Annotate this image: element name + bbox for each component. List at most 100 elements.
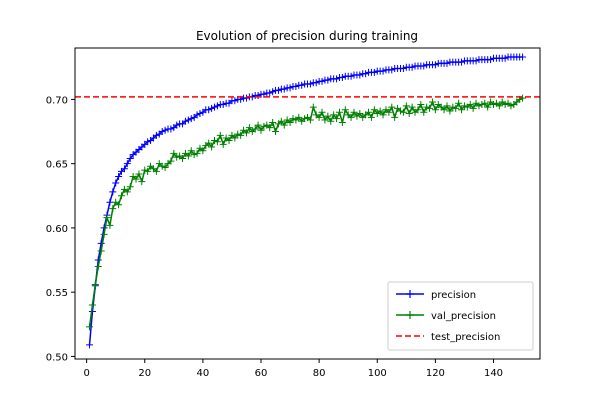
- data-point-precision: [161, 126, 169, 134]
- data-point-val-precision: [449, 103, 457, 111]
- data-point-val-precision: [251, 125, 259, 133]
- data-point-val-precision: [446, 107, 454, 115]
- data-point-precision: [205, 106, 213, 114]
- data-point-val-precision: [97, 247, 105, 255]
- data-point-val-precision: [495, 102, 503, 110]
- data-point-val-precision: [490, 101, 497, 109]
- data-point-val-precision: [367, 113, 375, 121]
- data-point-precision: [242, 94, 250, 102]
- data-point-precision: [472, 57, 480, 65]
- data-point-val-precision: [426, 104, 434, 112]
- data-point-precision: [173, 121, 181, 129]
- data-point-val-precision: [327, 117, 335, 125]
- data-point-val-precision: [184, 152, 192, 160]
- data-point-val-precision: [414, 106, 422, 114]
- data-point-val-precision: [94, 262, 102, 270]
- data-point-precision: [399, 65, 407, 73]
- y-tick-label: 0.50: [46, 352, 68, 363]
- data-point-precision: [501, 54, 509, 62]
- legend-box: [387, 281, 534, 351]
- data-point-precision: [126, 155, 134, 163]
- x-tick-label: 80: [313, 368, 326, 379]
- data-point-precision: [109, 188, 117, 196]
- data-point-precision: [324, 76, 332, 84]
- data-point-precision: [519, 53, 527, 61]
- data-point-val-precision: [242, 129, 250, 137]
- series-markers-precision: [86, 53, 527, 349]
- data-point-precision: [144, 138, 152, 146]
- data-point-precision: [269, 88, 277, 96]
- legend-item-test-precision: test_precision: [396, 332, 500, 343]
- x-tick-label: 120: [426, 368, 445, 379]
- data-point-val-precision: [458, 106, 466, 114]
- data-point-val-precision: [376, 107, 384, 115]
- data-point-val-precision: [141, 166, 149, 174]
- data-point-val-precision: [167, 157, 175, 165]
- data-point-precision: [280, 85, 288, 93]
- data-point-val-precision: [478, 101, 486, 109]
- data-point-val-precision: [347, 113, 355, 121]
- data-point-val-precision: [475, 102, 483, 110]
- data-point-val-precision: [257, 126, 265, 134]
- data-point-precision: [312, 79, 320, 87]
- data-point-precision: [211, 103, 218, 111]
- data-point-val-precision: [260, 122, 268, 130]
- data-point-precision: [292, 83, 300, 91]
- data-point-val-precision: [109, 205, 117, 213]
- data-point-precision: [120, 165, 128, 173]
- x-axis: 0 20 40 60 80 100 120 140: [83, 359, 503, 379]
- data-point-val-precision: [135, 170, 143, 178]
- data-point-val-precision: [306, 116, 314, 124]
- data-point-precision: [196, 110, 204, 118]
- data-point-val-precision: [333, 115, 341, 123]
- data-point-val-precision: [208, 143, 216, 151]
- data-point-val-precision: [417, 101, 425, 109]
- data-point-val-precision: [420, 108, 428, 116]
- legend: precision val_precision test_precision: [387, 281, 534, 351]
- data-point-val-precision: [341, 106, 349, 114]
- data-point-precision: [487, 56, 495, 64]
- data-point-val-precision: [321, 116, 329, 124]
- data-point-precision: [219, 101, 227, 109]
- data-point-val-precision: [254, 121, 262, 129]
- data-point-val-precision: [289, 115, 297, 123]
- data-point-val-precision: [391, 113, 399, 121]
- data-point-val-precision: [356, 110, 364, 118]
- data-point-precision: [193, 111, 201, 119]
- data-point-precision: [184, 116, 192, 124]
- data-point-val-precision: [126, 183, 134, 191]
- data-point-val-precision: [118, 192, 125, 200]
- data-point-precision: [362, 70, 370, 78]
- data-point-precision: [208, 104, 216, 112]
- data-point-precision: [370, 68, 378, 76]
- data-point-val-precision: [301, 115, 309, 123]
- data-point-val-precision: [237, 131, 245, 139]
- x-tick-label: 0: [83, 368, 89, 379]
- data-point-val-precision: [158, 162, 166, 170]
- data-point-val-precision: [443, 102, 451, 110]
- data-point-val-precision: [193, 149, 201, 157]
- data-point-val-precision: [187, 147, 195, 155]
- data-point-precision: [123, 160, 131, 168]
- data-point-val-precision: [402, 102, 410, 110]
- data-point-val-precision: [190, 151, 198, 159]
- data-point-precision: [158, 128, 166, 136]
- legend-label-val-precision: val_precision: [431, 311, 496, 322]
- data-point-val-precision: [466, 101, 474, 109]
- y-tick-label: 0.65: [46, 160, 68, 171]
- data-point-val-precision: [379, 111, 387, 119]
- data-point-val-precision: [330, 111, 338, 119]
- data-point-precision: [408, 63, 416, 71]
- data-point-val-precision: [428, 98, 436, 106]
- data-point-precision: [231, 97, 239, 105]
- series-markers-val-precision: [86, 94, 527, 331]
- data-point-val-precision: [170, 149, 178, 157]
- data-point-val-precision: [431, 106, 439, 114]
- data-point-val-precision: [277, 117, 285, 125]
- data-point-precision: [431, 61, 439, 69]
- legend-marker-val-precision: [406, 311, 414, 319]
- data-point-val-precision: [338, 119, 346, 127]
- data-point-val-precision: [481, 99, 489, 107]
- data-point-precision: [298, 81, 306, 89]
